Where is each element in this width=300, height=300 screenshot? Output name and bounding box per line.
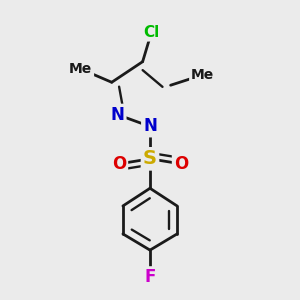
Text: O: O [174,155,188,173]
Text: S: S [143,149,157,168]
Text: F: F [144,268,156,286]
Text: N: N [111,106,124,124]
Text: Me: Me [69,62,92,76]
Text: N: N [143,117,157,135]
Text: O: O [112,155,126,173]
Text: Cl: Cl [143,25,160,40]
Text: Me: Me [191,68,214,82]
